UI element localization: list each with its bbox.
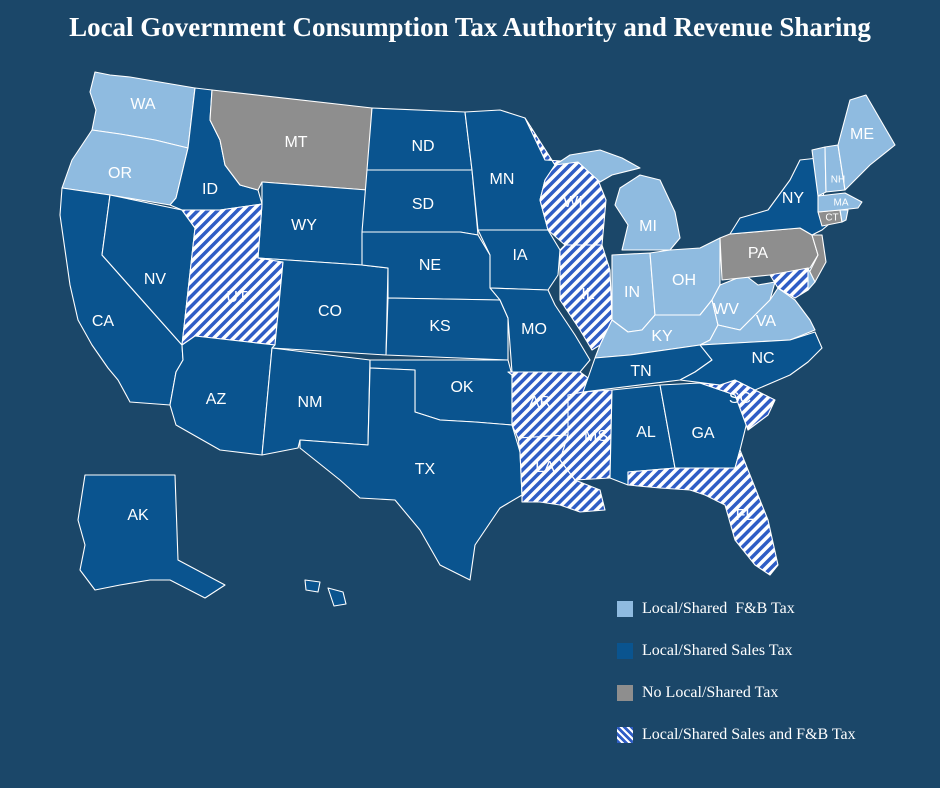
state-hi xyxy=(304,579,347,607)
state-label-ia: IA xyxy=(512,247,527,264)
state-il xyxy=(559,244,613,351)
state-ia xyxy=(477,229,561,291)
state-label-nv: NV xyxy=(144,271,167,288)
legend: Local/Shared F&B Tax Local/Shared Sales … xyxy=(617,588,856,756)
state-nc xyxy=(679,331,823,391)
state-label-il: IL xyxy=(581,286,594,303)
legend-label-none: No Local/Shared Tax xyxy=(642,684,779,701)
state-label-wy: WY xyxy=(291,217,317,234)
state-label-ga: GA xyxy=(691,425,714,442)
legend-item-fb: Local/Shared F&B Tax xyxy=(617,588,856,630)
states-layer xyxy=(59,71,896,607)
legend-item-sales: Local/Shared Sales Tax xyxy=(617,630,856,672)
state-label-mn: MN xyxy=(490,171,515,188)
state-label-sd: SD xyxy=(412,196,434,213)
state-label-nc: NC xyxy=(751,350,774,367)
state-ny xyxy=(729,157,829,236)
legend-swatch-none xyxy=(617,685,633,701)
state-label-az: AZ xyxy=(206,391,227,408)
state-ri xyxy=(839,209,849,223)
state-tx xyxy=(299,367,523,581)
state-label-ky: KY xyxy=(651,328,673,345)
state-label-sc: SC xyxy=(729,390,751,407)
state-label-mo: MO xyxy=(521,321,547,338)
state-label-va: VA xyxy=(756,313,776,330)
legend-label-sales: Local/Shared Sales Tax xyxy=(642,642,793,659)
state-label-oh: OH xyxy=(672,272,696,289)
state-label-nm: NM xyxy=(298,394,323,411)
legend-swatch-both xyxy=(617,727,633,743)
state-ma xyxy=(817,192,863,213)
state-label-ms: MS xyxy=(584,428,608,445)
state-label-mt: MT xyxy=(284,134,307,151)
state-label-wv: WV xyxy=(713,301,739,318)
state-label-ks: KS xyxy=(429,318,450,335)
state-label-ny: NY xyxy=(782,190,805,207)
legend-item-both: Local/Shared Sales and F&B Tax xyxy=(617,714,856,756)
state-label-wi: WI xyxy=(563,194,583,211)
state-ks xyxy=(385,297,509,361)
state-label-me: ME xyxy=(850,126,874,143)
state-de xyxy=(807,267,816,291)
state-label-al: AL xyxy=(636,424,656,441)
state-ms xyxy=(559,389,613,481)
legend-item-none: No Local/Shared Tax xyxy=(617,672,856,714)
state-ak xyxy=(77,474,226,599)
state-label-ct: CT xyxy=(825,213,838,224)
legend-swatch-fb xyxy=(617,601,633,617)
state-label-tn: TN xyxy=(630,363,651,380)
state-label-ut: UT xyxy=(226,289,248,306)
state-mi xyxy=(554,149,681,251)
state-label-nd: ND xyxy=(411,138,434,155)
state-label-nh: NH xyxy=(831,175,845,186)
legend-label-both: Local/Shared Sales and F&B Tax xyxy=(642,726,856,743)
state-mn xyxy=(464,109,556,231)
state-md xyxy=(769,267,809,299)
state-label-or: OR xyxy=(108,165,132,182)
state-label-ca: CA xyxy=(92,313,115,330)
state-label-ok: OK xyxy=(450,379,473,396)
legend-label-fb: Local/Shared F&B Tax xyxy=(642,600,795,617)
legend-swatch-sales xyxy=(617,643,633,659)
state-fl xyxy=(627,449,779,576)
state-label-mi: MI xyxy=(639,218,657,235)
state-label-id: ID xyxy=(202,181,218,198)
state-label-ar: AR xyxy=(529,394,551,411)
state-label-tx: TX xyxy=(415,461,436,478)
state-label-co: CO xyxy=(318,303,342,320)
state-label-ak: AK xyxy=(127,507,149,524)
state-label-ne: NE xyxy=(419,257,441,274)
page-title: Local Government Consumption Tax Authori… xyxy=(69,12,871,42)
state-label-in: IN xyxy=(624,284,640,301)
state-label-ma: MA xyxy=(834,198,849,209)
state-label-pa: PA xyxy=(748,245,768,262)
state-label-la: LA xyxy=(535,459,555,476)
state-labels-layer: WA OR CA NV ID MT WY UT AZ CO NM ND SD NE KS OK TX MN IA MO… xyxy=(92,96,874,524)
state-mo xyxy=(489,287,591,373)
state-label-fl: FL xyxy=(736,507,755,524)
state-label-wa: WA xyxy=(130,96,156,113)
state-me xyxy=(837,94,896,191)
